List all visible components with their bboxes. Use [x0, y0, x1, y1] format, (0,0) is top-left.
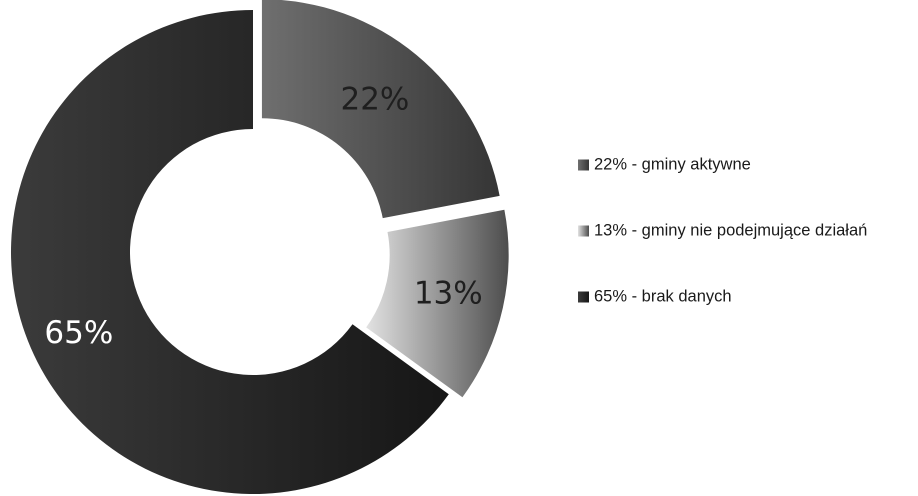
legend-item: 13% - gminy nie podejmujące działań — [578, 221, 867, 239]
legend-label: 22% - gminy aktywne — [594, 155, 751, 173]
donut-slice — [261, 0, 500, 219]
slice-value-label: 22% — [340, 81, 409, 117]
legend-item: 22% - gminy aktywne — [578, 155, 751, 173]
donut-slice — [366, 209, 509, 398]
legend-swatch — [578, 159, 589, 171]
legend-label: 13% - gminy nie podejmujące działań — [594, 221, 867, 239]
donut-slice — [10, 10, 449, 494]
slice-value-label: 65% — [44, 315, 113, 351]
legend-item: 65% - brak danych — [578, 287, 732, 305]
legend-swatch — [578, 291, 589, 303]
donut-slices — [10, 0, 509, 494]
legend: 22% - gminy aktywne 13% - gminy nie podej… — [578, 155, 867, 305]
slice-labels: 22% 13% 65% — [44, 81, 482, 351]
slice-value-label: 13% — [414, 275, 483, 311]
legend-swatch — [578, 225, 589, 237]
legend-label: 65% - brak danych — [594, 287, 732, 305]
